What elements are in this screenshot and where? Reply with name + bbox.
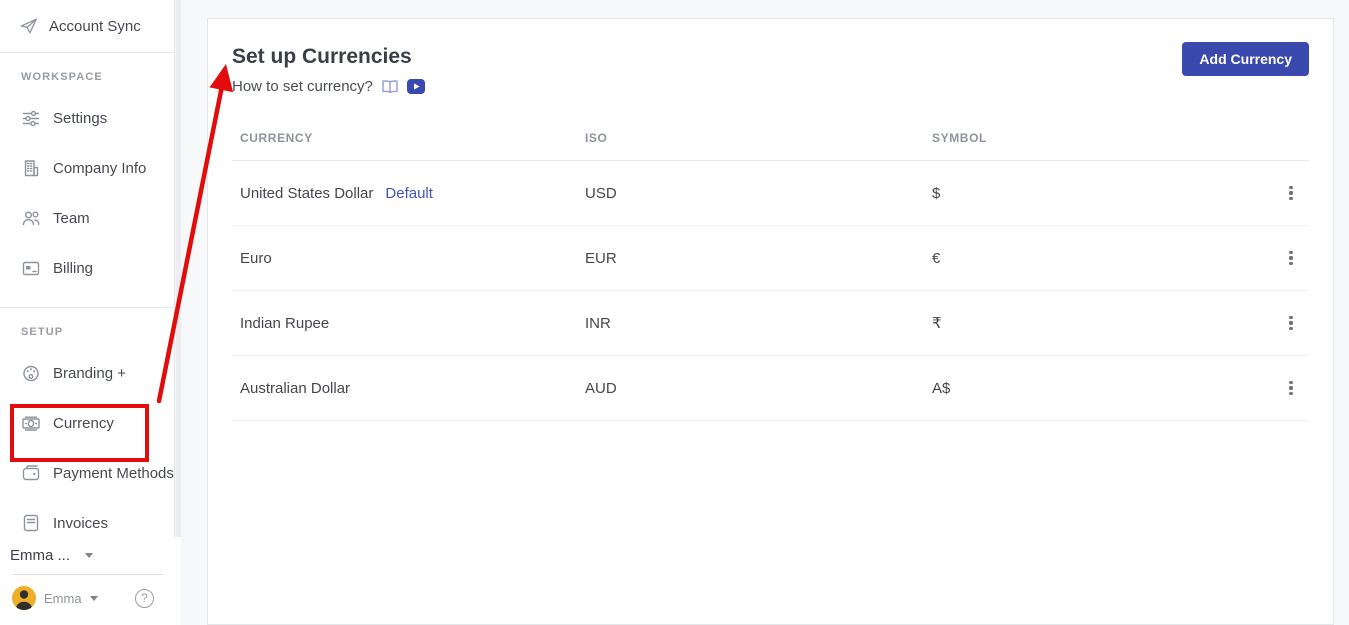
chevron-down-icon xyxy=(85,553,94,558)
sidebar-item-label: Settings xyxy=(53,109,108,127)
sidebar-item-label: Branding + xyxy=(53,364,126,382)
sidebar-section-workspace: WORKSPACE xyxy=(21,71,103,83)
play-video-icon[interactable] xyxy=(406,79,425,94)
sidebar-item-label: Billing xyxy=(53,259,94,277)
page-title: Set up Currencies xyxy=(232,45,412,68)
currencies-table: CURRENCY ISO SYMBOL United States Dollar… xyxy=(232,115,1309,421)
currency-name: Euro xyxy=(240,249,272,267)
building-icon xyxy=(21,158,41,178)
sidebar-item-label: Company Info xyxy=(53,159,147,177)
currency-symbol: $ xyxy=(932,184,941,202)
sidebar-item-invoices[interactable]: Invoices xyxy=(0,498,174,548)
kebab-menu-icon[interactable] xyxy=(1285,312,1296,335)
user-name[interactable]: Emma xyxy=(44,590,82,606)
sidebar-item-payment-methods[interactable]: Payment Methods xyxy=(0,448,174,498)
sidebar-section-setup: SETUP xyxy=(21,326,64,338)
currency-symbol: ₹ xyxy=(932,315,942,332)
banknote-icon xyxy=(21,413,41,433)
book-icon[interactable] xyxy=(381,79,399,94)
sidebar-item-label: Account Sync xyxy=(49,17,141,35)
kebab-menu-icon[interactable] xyxy=(1285,182,1296,205)
currency-name: United States Dollar xyxy=(240,184,374,202)
workspace-name: Emma ... xyxy=(10,547,71,564)
table-header-row: CURRENCY ISO SYMBOL xyxy=(232,115,1309,161)
table-row: Euro EUR € xyxy=(232,226,1309,291)
invoice-icon xyxy=(21,513,41,533)
table-row: Indian Rupee INR ₹ xyxy=(232,291,1309,356)
sidebar-item-team[interactable]: Team xyxy=(0,193,174,243)
currency-symbol: € xyxy=(932,249,941,267)
sidebar-item-label: Invoices xyxy=(53,514,109,532)
sidebar-item-account-sync[interactable]: Account Sync xyxy=(0,0,174,53)
sidebar-item-branding[interactable]: Branding + xyxy=(0,348,174,398)
footer-divider xyxy=(13,574,163,575)
sidebar-item-label: Team xyxy=(53,209,90,227)
currency-iso: USD xyxy=(585,184,617,202)
credit-card-icon xyxy=(21,258,41,278)
column-header-currency: CURRENCY xyxy=(240,130,313,145)
send-icon xyxy=(19,16,39,36)
kebab-menu-icon[interactable] xyxy=(1285,247,1296,270)
sidebar-item-billing[interactable]: Billing xyxy=(0,243,174,293)
currencies-panel: Set up Currencies How to set currency? A… xyxy=(207,18,1334,625)
sidebar-item-settings[interactable]: Settings xyxy=(0,93,174,143)
default-badge[interactable]: Default xyxy=(385,184,433,202)
avatar[interactable] xyxy=(12,586,36,610)
team-icon xyxy=(21,208,41,228)
currency-name: Indian Rupee xyxy=(240,314,330,332)
sliders-icon xyxy=(21,108,41,128)
add-currency-button[interactable]: Add Currency xyxy=(1182,42,1309,76)
table-row: United States Dollar Default USD $ xyxy=(232,161,1309,226)
sidebar-item-label: Payment Methods xyxy=(53,464,174,482)
panel-header: Set up Currencies How to set currency? A… xyxy=(208,19,1333,95)
sidebar-item-company-info[interactable]: Company Info xyxy=(0,143,174,193)
currency-iso: INR xyxy=(585,314,611,332)
currency-iso: AUD xyxy=(585,379,617,397)
sidebar: Account Sync WORKSPACE Settings Company … xyxy=(0,0,175,625)
currency-iso: EUR xyxy=(585,249,617,267)
sidebar-footer: Emma ... Emma ? xyxy=(0,537,181,625)
column-header-iso: ISO xyxy=(585,130,608,145)
user-menu: Emma ? xyxy=(0,586,181,610)
table-row: Australian Dollar AUD A$ xyxy=(232,356,1309,421)
kebab-menu-icon[interactable] xyxy=(1285,377,1296,400)
help-question-text: How to set currency? xyxy=(232,78,373,95)
chevron-down-icon[interactable] xyxy=(89,595,98,601)
sidebar-scrollbar[interactable] xyxy=(176,0,181,625)
wallet-icon xyxy=(21,463,41,483)
sidebar-divider xyxy=(0,307,174,308)
currency-name: Australian Dollar xyxy=(240,379,351,397)
sidebar-item-currency[interactable]: Currency xyxy=(0,398,174,448)
sidebar-item-label: Currency xyxy=(53,414,114,432)
currency-symbol: A$ xyxy=(932,379,951,397)
column-header-symbol: SYMBOL xyxy=(932,130,987,145)
workspace-switcher[interactable]: Emma ... xyxy=(0,537,181,564)
help-icon[interactable]: ? xyxy=(135,588,154,608)
palette-icon xyxy=(21,363,41,383)
